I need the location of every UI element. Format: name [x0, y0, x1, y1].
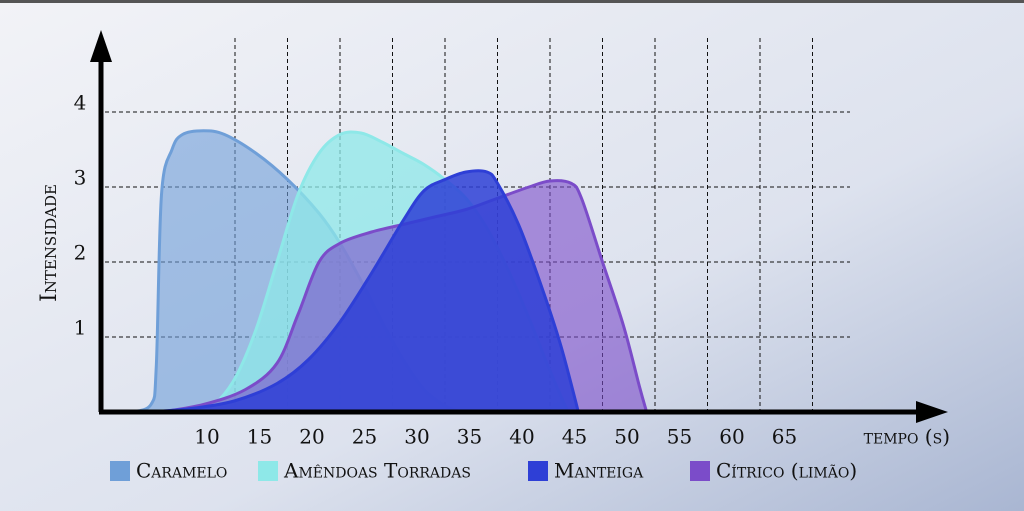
- top-border: [0, 0, 1024, 3]
- x-tick-label: 55: [667, 425, 692, 449]
- x-tick-label: 35: [457, 425, 482, 449]
- x-tick-label: 30: [404, 425, 429, 449]
- legend-swatch: [258, 461, 278, 481]
- x-tick-label: 20: [299, 425, 324, 449]
- y-tick-label: 4: [74, 91, 87, 115]
- y-axis-label: Intensidade: [37, 184, 62, 302]
- legend-swatch: [690, 461, 710, 481]
- x-tick-label: 15: [247, 425, 272, 449]
- x-tick-label: 10: [194, 425, 219, 449]
- legend-swatch: [528, 461, 548, 481]
- y-tick-label: 1: [74, 316, 87, 340]
- x-axis-label: tempo (s): [864, 425, 950, 449]
- area: [150, 169, 581, 414]
- x-tick-label: 25: [352, 425, 377, 449]
- x-tick-label: 65: [772, 425, 797, 449]
- legend-label: Cítrico (limão): [716, 459, 857, 483]
- legend-label: Manteiga: [554, 459, 644, 483]
- y-tick-label: 2: [74, 241, 87, 265]
- legend-label: Amêndoas Torradas: [283, 459, 471, 483]
- x-tick-label: 60: [719, 425, 744, 449]
- x-tick-label: 45: [562, 425, 587, 449]
- axes: [90, 30, 948, 423]
- y-tick-label: 3: [74, 166, 87, 190]
- x-tick-label: 40: [509, 425, 534, 449]
- x-tick-label: 50: [614, 425, 639, 449]
- legend: Caramelo Amêndoas Torradas Manteiga Cítrico…: [110, 459, 857, 483]
- plot: [129, 129, 649, 414]
- legend-label: Caramelo: [136, 459, 227, 483]
- legend-swatch: [110, 461, 130, 481]
